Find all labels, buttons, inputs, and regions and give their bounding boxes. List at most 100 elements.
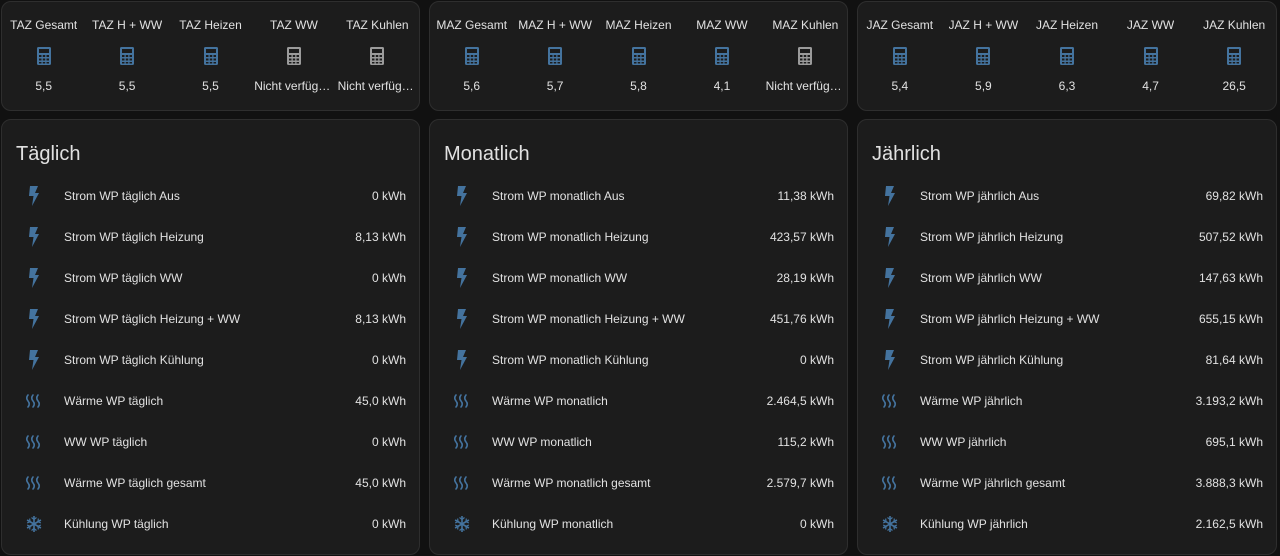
entity-row-waerme-wp-jaehrlich[interactable]: Wärme WP jährlich 3.193,2 kWh <box>858 380 1276 421</box>
entity-value: 423,57 kWh <box>769 229 834 244</box>
entity-row-strom-wp-monatlich-ww[interactable]: Strom WP monatlich WW 28,19 kWh <box>430 257 847 298</box>
entity-row-strom-wp-jaehrlich-aus[interactable]: Strom WP jährlich Aus 69,82 kWh <box>858 175 1276 216</box>
entity-row-strom-wp-taeglich-ww[interactable]: Strom WP täglich WW 0 kWh <box>2 257 419 298</box>
entity-name: WW WP monatlich <box>492 434 592 449</box>
glance-item-name: JAZ Heizen <box>1035 18 1098 32</box>
entity-value: 695,1 kWh <box>1205 434 1263 449</box>
calculator-icon <box>370 46 385 66</box>
entities-card-jaehrlich: Jährlich Strom WP jährlich Aus 69,82 kWh St… <box>857 119 1277 555</box>
glance-item-state: 5,5 <box>118 79 136 93</box>
lightning-icon <box>448 346 476 374</box>
glance-item-name: JAZ WW <box>1126 18 1175 32</box>
calculator-icon <box>203 46 218 66</box>
glance-item-taz-h-plus-ww[interactable]: TAZ H + WW 5,5 <box>85 18 168 93</box>
glance-item-name: TAZ Kuhlen <box>346 18 409 32</box>
entity-row-waerme-wp-taeglich-gesamt[interactable]: Wärme WP täglich gesamt 45,0 kWh <box>2 462 419 503</box>
entity-row-waerme-wp-monatlich-gesamt[interactable]: Wärme WP monatlich gesamt 2.579,7 kWh <box>430 462 847 503</box>
snowflake-icon <box>876 510 904 538</box>
entity-row-strom-wp-monatlich-heizung[interactable]: Strom WP monatlich Heizung 423,57 kWh <box>430 216 847 257</box>
glance-item-maz-ww[interactable]: MAZ WW 4,1 <box>680 18 763 93</box>
entity-row-strom-wp-taeglich-kuehlung[interactable]: Strom WP täglich Kühlung 0 kWh <box>2 339 419 380</box>
entity-value: 0 kWh <box>371 434 406 449</box>
entity-name: Strom WP jährlich Heizung + WW <box>920 311 1100 326</box>
entity-row-kuehlung-wp-jaehrlich[interactable]: Kühlung WP jährlich 2.162,5 kWh <box>858 503 1276 544</box>
calculator-icon <box>120 46 135 66</box>
lightning-icon <box>20 346 48 374</box>
entity-name: Wärme WP jährlich <box>920 393 1023 408</box>
heat-wave-icon <box>876 428 904 456</box>
entity-value: 3.193,2 kWh <box>1195 393 1263 408</box>
calculator-icon <box>1143 46 1158 66</box>
heat-wave-icon <box>876 469 904 497</box>
entity-row-ww-wp-monatlich[interactable]: WW WP monatlich 115,2 kWh <box>430 421 847 462</box>
entity-name: Strom WP monatlich Heizung + WW <box>492 311 685 326</box>
glance-item-state: 5,6 <box>463 79 481 93</box>
calculator-icon <box>631 46 646 66</box>
lightning-icon <box>876 223 904 251</box>
entity-row-waerme-wp-jaehrlich-gesamt[interactable]: Wärme WP jährlich gesamt 3.888,3 kWh <box>858 462 1276 503</box>
entity-row-strom-wp-taeglich-aus[interactable]: Strom WP täglich Aus 0 kWh <box>2 175 419 216</box>
lightning-icon <box>448 264 476 292</box>
entity-row-waerme-wp-taeglich[interactable]: Wärme WP täglich 45,0 kWh <box>2 380 419 421</box>
entity-name: Strom WP monatlich WW <box>492 270 628 285</box>
calculator-icon <box>798 46 813 66</box>
entity-row-waerme-wp-monatlich[interactable]: Wärme WP monatlich 2.464,5 kWh <box>430 380 847 421</box>
snowflake-icon <box>448 510 476 538</box>
lightning-icon <box>20 305 48 333</box>
lightning-icon <box>20 264 48 292</box>
glance-item-maz-heizen[interactable]: MAZ Heizen 5,8 <box>597 18 680 93</box>
glance-item-jaz-kuhlen[interactable]: JAZ Kuhlen 26,5 <box>1192 18 1276 93</box>
glance-item-name: JAZ Gesamt <box>866 18 934 32</box>
entity-row-strom-wp-jaehrlich-heizung[interactable]: Strom WP jährlich Heizung 507,52 kWh <box>858 216 1276 257</box>
entity-row-strom-wp-monatlich-kuehlung[interactable]: Strom WP monatlich Kühlung 0 kWh <box>430 339 847 380</box>
glance-item-jaz-ww[interactable]: JAZ WW 4,7 <box>1109 18 1193 93</box>
glance-item-maz-h-plus-ww[interactable]: MAZ H + WW 5,7 <box>513 18 596 93</box>
entity-value: 0 kWh <box>371 188 406 203</box>
calculator-icon <box>464 46 479 66</box>
glance-item-state: Nicht verfügbar <box>254 79 334 93</box>
heat-wave-icon <box>20 428 48 456</box>
glance-item-maz-kuhlen[interactable]: MAZ Kuhlen Nicht verfügbar <box>764 18 847 93</box>
entity-name: Kühlung WP monatlich <box>492 516 614 531</box>
glance-item-name: TAZ H + WW <box>92 18 163 32</box>
entity-name: Strom WP jährlich Aus <box>920 188 1040 203</box>
heat-wave-icon <box>448 428 476 456</box>
lightning-icon <box>448 305 476 333</box>
glance-item-maz-gesamt[interactable]: MAZ Gesamt 5,6 <box>430 18 513 93</box>
glance-item-state: Nicht verfügbar <box>765 79 846 93</box>
entity-row-ww-wp-jaehrlich[interactable]: WW WP jährlich 695,1 kWh <box>858 421 1276 462</box>
entity-name: Wärme WP täglich <box>64 393 164 408</box>
glance-item-jaz-gesamt[interactable]: JAZ Gesamt 5,4 <box>858 18 942 93</box>
entity-row-strom-wp-taeglich-heizung[interactable]: Strom WP täglich Heizung 8,13 kWh <box>2 216 419 257</box>
entity-row-strom-wp-jaehrlich-heizung-plus-ww[interactable]: Strom WP jährlich Heizung + WW 655,15 kWh <box>858 298 1276 339</box>
entity-row-strom-wp-jaehrlich-ww[interactable]: Strom WP jährlich WW 147,63 kWh <box>858 257 1276 298</box>
calculator-icon <box>548 46 563 66</box>
glance-item-taz-gesamt[interactable]: TAZ Gesamt 5,5 <box>2 18 85 93</box>
glance-card-2: JAZ Gesamt 5,4 JAZ H + WW 5,9 JAZ Heizen 6,3 J… <box>857 1 1277 111</box>
entity-row-strom-wp-monatlich-heizung-plus-ww[interactable]: Strom WP monatlich Heizung + WW 451,76 kW… <box>430 298 847 339</box>
entity-value: 115,2 kWh <box>777 434 834 449</box>
glance-item-state: Nicht verfügbar <box>337 79 418 93</box>
entity-value: 3.888,3 kWh <box>1195 475 1263 490</box>
calculator-icon <box>286 46 301 66</box>
entity-row-kuehlung-wp-monatlich[interactable]: Kühlung WP monatlich 0 kWh <box>430 503 847 544</box>
lightning-icon <box>20 223 48 251</box>
glance-item-taz-ww[interactable]: TAZ WW Nicht verfügbar <box>252 18 335 93</box>
glance-item-state: 4,1 <box>713 79 731 93</box>
glance-item-taz-heizen[interactable]: TAZ Heizen 5,5 <box>169 18 252 93</box>
entity-value: 0 kWh <box>799 516 834 531</box>
glance-item-name: MAZ Kuhlen <box>772 18 839 32</box>
glance-item-taz-kuhlen[interactable]: TAZ Kuhlen Nicht verfügbar <box>336 18 419 93</box>
entity-value: 2.464,5 kWh <box>766 393 834 408</box>
entity-row-strom-wp-jaehrlich-kuehlung[interactable]: Strom WP jährlich Kühlung 81,64 kWh <box>858 339 1276 380</box>
glance-item-jaz-h-plus-ww[interactable]: JAZ H + WW 5,9 <box>942 18 1026 93</box>
entity-row-kuehlung-wp-taeglich[interactable]: Kühlung WP täglich 0 kWh <box>2 503 419 544</box>
heat-wave-icon <box>20 469 48 497</box>
snowflake-icon <box>20 510 48 538</box>
entity-row-strom-wp-monatlich-aus[interactable]: Strom WP monatlich Aus 11,38 kWh <box>430 175 847 216</box>
entity-row-ww-wp-taeglich[interactable]: WW WP täglich 0 kWh <box>2 421 419 462</box>
glance-item-jaz-heizen[interactable]: JAZ Heizen 6,3 <box>1025 18 1109 93</box>
entity-row-strom-wp-taeglich-heizung-plus-ww[interactable]: Strom WP täglich Heizung + WW 8,13 kWh <box>2 298 419 339</box>
glance-item-name: MAZ Heizen <box>605 18 672 32</box>
entity-value: 147,63 kWh <box>1198 270 1263 285</box>
